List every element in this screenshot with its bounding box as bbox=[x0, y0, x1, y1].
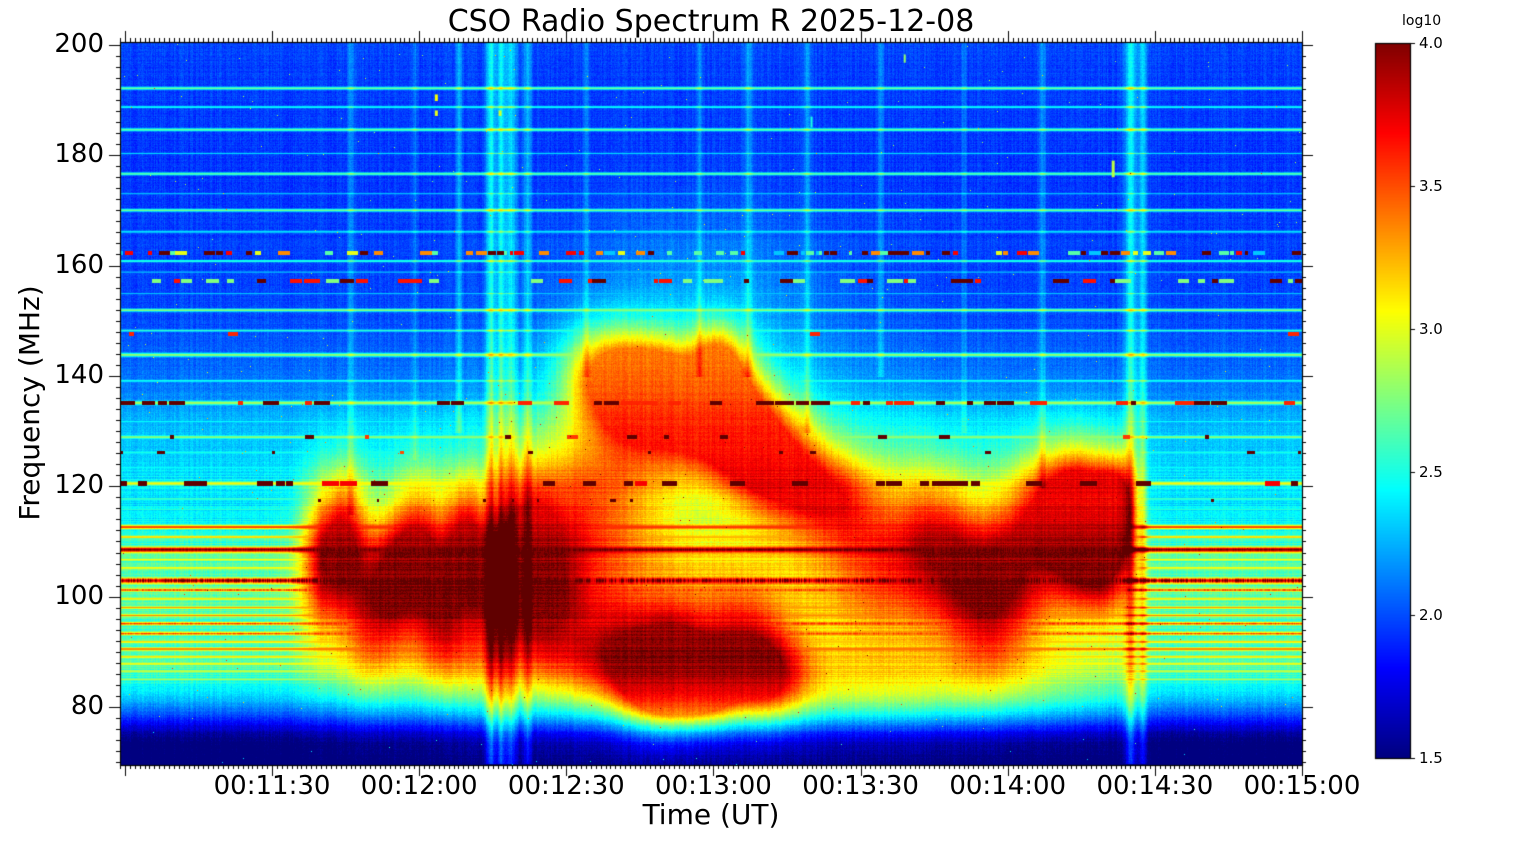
colorbar-tick-label: 3.0 bbox=[1419, 320, 1443, 338]
y-tick-label: 180 bbox=[54, 139, 104, 170]
x-tick-label: 00:12:00 bbox=[360, 771, 478, 801]
colorbar-tick-label: 3.5 bbox=[1419, 177, 1443, 195]
x-tick-label: 00:12:30 bbox=[507, 771, 625, 801]
colorbar-tick-label: 4.0 bbox=[1419, 34, 1443, 52]
x-axis-label: Time (UT) bbox=[642, 798, 780, 831]
y-tick-label: 120 bbox=[54, 470, 104, 501]
colorbar-tick-label: 1.5 bbox=[1419, 749, 1443, 767]
y-tick-label: 100 bbox=[54, 580, 104, 611]
x-tick-label: 00:11:30 bbox=[213, 771, 331, 801]
y-tick-label: 200 bbox=[54, 28, 104, 59]
colorbar-tick-label: 2.5 bbox=[1419, 463, 1443, 481]
colorbar-tick-label: 2.0 bbox=[1419, 606, 1443, 624]
chart-title: CSO Radio Spectrum R 2025-12-08 bbox=[447, 4, 975, 39]
y-tick-label: 160 bbox=[54, 249, 104, 280]
x-tick-label: 00:13:30 bbox=[802, 771, 919, 801]
x-tick-label: 00:14:00 bbox=[949, 771, 1067, 801]
y-tick-label: 80 bbox=[70, 691, 104, 722]
y-tick-label: 140 bbox=[54, 359, 104, 390]
x-tick-label: 00:15:00 bbox=[1243, 771, 1361, 801]
x-tick-label: 00:13:00 bbox=[655, 771, 772, 801]
colorbar-title: log10 bbox=[1402, 13, 1442, 29]
x-tick-label: 00:14:30 bbox=[1096, 771, 1214, 801]
